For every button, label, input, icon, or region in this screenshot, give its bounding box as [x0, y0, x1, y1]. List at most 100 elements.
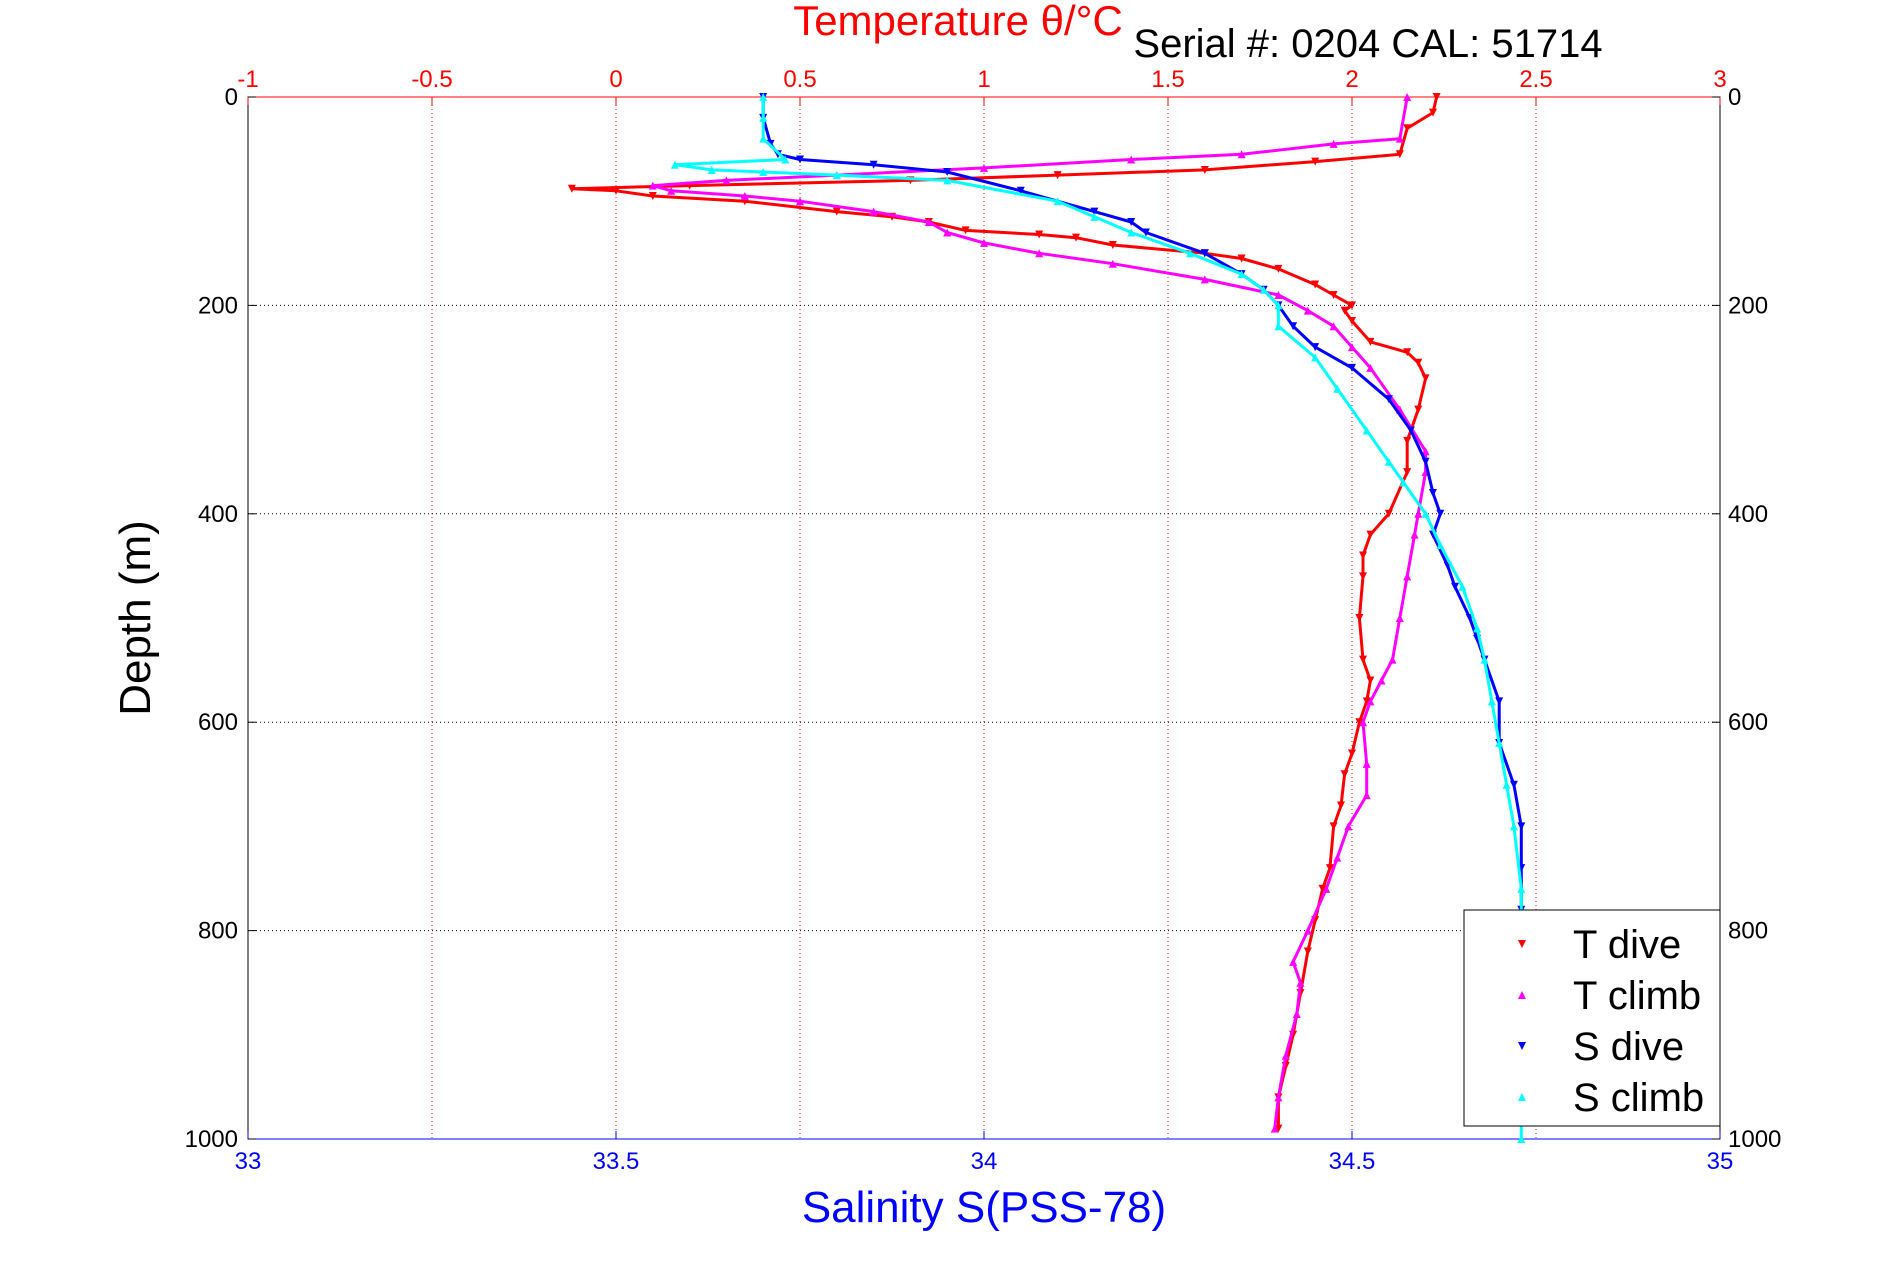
data-point-marker [1359, 551, 1368, 560]
data-point-marker [567, 184, 576, 193]
data-point-marker [961, 226, 970, 235]
data-point-marker [1336, 801, 1345, 810]
data-point-marker [1348, 301, 1356, 310]
data-point-marker [1303, 947, 1312, 956]
data-point-marker [1403, 436, 1412, 445]
depth-tick-label-left: 800 [198, 918, 238, 945]
data-point-marker [1322, 884, 1331, 893]
data-point-marker [1421, 374, 1430, 383]
data-point-marker [1473, 624, 1482, 633]
data-point-marker [1502, 780, 1511, 789]
data-point-marker [1311, 157, 1320, 166]
data-point-marker [1366, 676, 1375, 685]
depth-tick-label-left: 1000 [185, 1126, 238, 1153]
data-point-marker [1406, 426, 1415, 435]
data-point-marker [832, 171, 841, 180]
data-point-marker [1362, 697, 1371, 706]
data-point-marker [1274, 301, 1283, 310]
data-point-marker [1495, 739, 1504, 748]
data-point-marker [1384, 395, 1393, 404]
temperature-tick-label: 0.5 [783, 66, 816, 93]
data-point-marker [1270, 1124, 1279, 1133]
data-point-marker [1509, 822, 1518, 831]
data-series [567, 93, 1526, 1143]
data-point-marker [1517, 822, 1526, 831]
data-point-marker [796, 197, 804, 206]
data-point-marker [1329, 822, 1338, 831]
data-point-marker [1053, 197, 1062, 206]
data-point-marker [1414, 509, 1423, 518]
data-point-marker [1259, 285, 1268, 294]
data-point-marker [1451, 582, 1460, 591]
data-point-marker [1399, 478, 1408, 487]
legend-marker-t-dive [1518, 940, 1526, 948]
data-point-marker [759, 113, 768, 122]
data-point-marker [648, 181, 657, 190]
data-point-marker [980, 238, 988, 247]
data-point-marker [1359, 572, 1368, 581]
data-point-marker [1428, 488, 1437, 497]
data-point-marker [1329, 139, 1338, 148]
data-point-marker [1340, 306, 1349, 315]
data-point-marker [980, 163, 988, 172]
data-point-marker [1487, 697, 1496, 706]
data-point-marker [796, 155, 804, 164]
depth-tick-label-right: 400 [1728, 501, 1768, 528]
depth-tick-label-right: 200 [1728, 292, 1768, 319]
data-point-marker [759, 93, 768, 101]
data-point-marker [1200, 275, 1209, 284]
data-point-marker [722, 176, 731, 185]
data-point-marker [943, 176, 952, 185]
data-point-marker [1318, 884, 1327, 893]
data-point-marker [1141, 228, 1150, 237]
data-point-marker [869, 160, 878, 169]
y-axis-title: Depth (m) [111, 520, 160, 716]
data-point-marker [1281, 1051, 1290, 1060]
data-point-marker [612, 186, 620, 195]
data-point-marker [1384, 509, 1393, 518]
data-point-marker [1289, 957, 1298, 966]
data-point-marker [1432, 93, 1441, 101]
data-point-marker [1421, 457, 1430, 466]
legend-marker-s-dive [1518, 1042, 1526, 1050]
data-point-marker [1072, 233, 1080, 242]
data-point-marker [740, 191, 749, 200]
temperature-tick-label: -0.5 [411, 66, 452, 93]
data-point-marker [1340, 770, 1349, 779]
data-point-marker [670, 160, 679, 169]
legend: T dive T climb S dive S climb [1463, 909, 1721, 1127]
data-point-marker [1090, 212, 1099, 221]
data-point-marker [1108, 240, 1117, 249]
data-point-marker [1186, 249, 1195, 258]
data-point-marker [869, 207, 878, 216]
data-point-marker [1237, 254, 1246, 263]
legend-marker-s-climb [1518, 1093, 1526, 1101]
legend-label: T dive [1573, 923, 1681, 967]
data-point-marker [1377, 676, 1386, 685]
data-point-marker [1348, 363, 1356, 372]
data-point-marker [1329, 290, 1338, 299]
data-point-marker [1403, 572, 1412, 581]
data-point-marker [1200, 165, 1209, 174]
data-point-marker [759, 134, 768, 143]
salinity-tick-label: 34.5 [1329, 1148, 1376, 1175]
data-point-marker [781, 155, 790, 164]
legend-label: S climb [1573, 1076, 1704, 1120]
data-point-marker [1355, 718, 1364, 727]
data-point-marker [924, 218, 933, 227]
data-point-marker [1303, 306, 1312, 315]
series-t-climb [648, 93, 1430, 1133]
serial-calibration-label: Serial #: 0204 CAL: 51714 [1133, 22, 1602, 66]
data-point-marker [1509, 780, 1518, 789]
data-point-marker [1359, 718, 1368, 727]
temperature-tick-label: 0 [609, 66, 622, 93]
data-point-marker [1395, 150, 1404, 159]
data-point-marker [1366, 697, 1375, 706]
data-point-marker [1517, 884, 1526, 893]
data-point-marker [1414, 358, 1423, 367]
data-point-marker [1480, 655, 1489, 664]
temperature-tick-label: -1 [237, 66, 258, 93]
depth-tick-label-right: 1000 [1728, 1126, 1781, 1153]
